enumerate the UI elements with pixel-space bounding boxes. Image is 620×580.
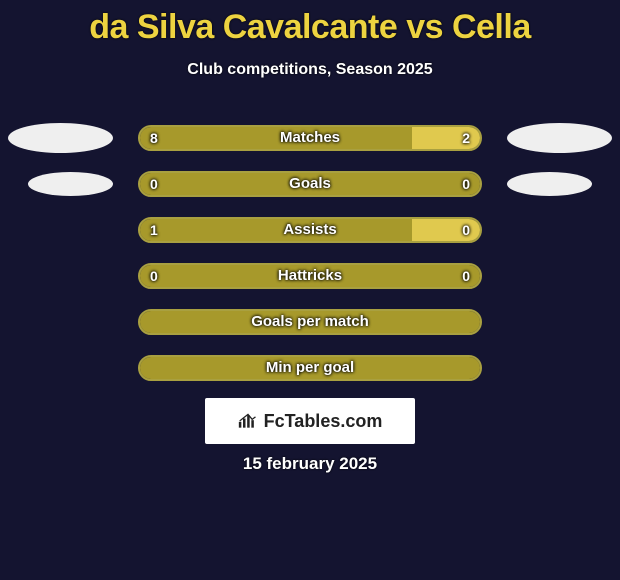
logo-text: FcTables.com xyxy=(264,411,383,432)
stat-bar: 0 Hattricks 0 xyxy=(138,263,482,289)
bar-left-fill xyxy=(140,311,480,333)
barchart-icon xyxy=(238,413,258,429)
stat-bar: Goals per match xyxy=(138,309,482,335)
stat-bar: Min per goal xyxy=(138,355,482,381)
stat-value-right: 2 xyxy=(462,127,470,149)
stat-row: 0 Goals 0 xyxy=(0,166,620,212)
player-left-icon xyxy=(8,123,113,153)
stat-bar: 8 Matches 2 xyxy=(138,125,482,151)
stat-row: 8 Matches 2 xyxy=(0,120,620,166)
page-subtitle: Club competitions, Season 2025 xyxy=(0,61,620,79)
stat-value-right: 0 xyxy=(462,173,470,195)
bar-left-fill xyxy=(140,127,412,149)
player-right-icon xyxy=(507,172,592,196)
stat-bar: 0 Goals 0 xyxy=(138,171,482,197)
stat-value-left: 0 xyxy=(150,265,158,287)
bar-left-fill xyxy=(140,265,480,287)
bar-left-fill xyxy=(140,173,480,195)
stat-value-left: 8 xyxy=(150,127,158,149)
stat-value-left: 1 xyxy=(150,219,158,241)
stat-row: 0 Hattricks 0 xyxy=(0,258,620,304)
player-right-icon xyxy=(507,123,612,153)
date-text: 15 february 2025 xyxy=(0,454,620,474)
comparison-card: da Silva Cavalcante vs Cella Club compet… xyxy=(0,0,620,580)
stat-bar: 1 Assists 0 xyxy=(138,217,482,243)
stat-row: 1 Assists 0 xyxy=(0,212,620,258)
bar-left-fill xyxy=(140,219,412,241)
stat-row: Goals per match xyxy=(0,304,620,350)
stat-value-right: 0 xyxy=(462,219,470,241)
player-left-icon xyxy=(28,172,113,196)
bar-left-fill xyxy=(140,357,480,379)
logo-badge: FcTables.com xyxy=(205,398,415,444)
stat-row: Min per goal xyxy=(0,350,620,396)
stats-table: 8 Matches 2 0 Goals 0 1 Assists xyxy=(0,120,620,396)
stat-value-right: 0 xyxy=(462,265,470,287)
page-title: da Silva Cavalcante vs Cella xyxy=(0,0,620,47)
stat-value-left: 0 xyxy=(150,173,158,195)
